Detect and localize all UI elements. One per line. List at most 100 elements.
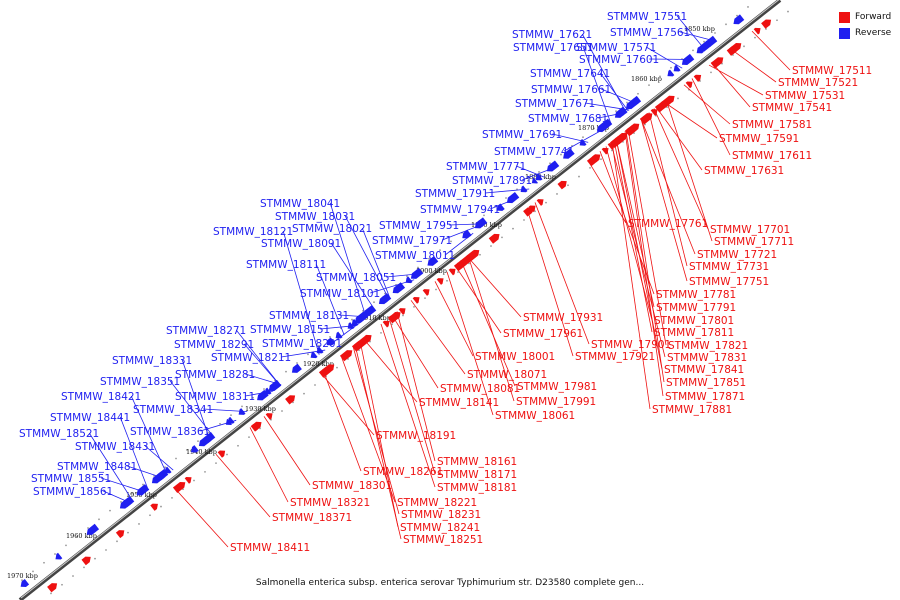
label-connector xyxy=(354,344,402,540)
tick-dot xyxy=(204,470,206,473)
forward-gene-label: STMMW_18081 xyxy=(440,383,520,395)
label-connector xyxy=(605,146,653,321)
tick-dot xyxy=(248,436,250,439)
reverse-gene-arrow xyxy=(272,381,280,389)
label-connector xyxy=(315,263,345,336)
forward-gene-label: STMMW_17631 xyxy=(704,165,784,177)
forward-gene-label: STMMW_17881 xyxy=(652,404,732,416)
forward-gene-label: STMMW_18161 xyxy=(437,456,517,468)
tick-dot xyxy=(120,501,122,503)
reverse-gene-arrow xyxy=(191,445,199,453)
tick-dot xyxy=(83,566,85,569)
reverse-gene-arrow xyxy=(597,122,608,132)
legend: Forward Reverse xyxy=(839,9,891,41)
tick-dot xyxy=(582,136,584,139)
tick-dot xyxy=(490,245,492,247)
reverse-gene-arrow xyxy=(238,408,246,415)
forward-gene-label: STMMW_17751 xyxy=(689,276,769,288)
reverse-gene-label: STMMW_17971 xyxy=(372,235,452,247)
genome-caption: Salmonella enterica subsp. enterica sero… xyxy=(255,578,645,588)
reverse-gene-label: STMMW_18421 xyxy=(61,391,141,403)
label-connector xyxy=(625,130,665,383)
scale-label: 1860 kbp xyxy=(631,75,662,83)
forward-gene-label: STMMW_17931 xyxy=(523,312,603,324)
forward-gene-label: STMMW_18321 xyxy=(290,497,370,509)
tick-dot xyxy=(127,531,129,534)
label-connector xyxy=(581,33,627,113)
reverse-gene-arrow xyxy=(673,64,681,72)
forward-gene-label: STMMW_17761 xyxy=(628,218,708,230)
reverse-gene-arrow xyxy=(579,138,587,146)
tick-dot xyxy=(307,353,309,356)
label-connector xyxy=(391,315,439,389)
tick-dot xyxy=(72,575,74,577)
label-connector xyxy=(181,359,211,441)
reverse-gene-label: STMMW_18211 xyxy=(211,352,291,364)
label-connector xyxy=(466,255,522,318)
tick-dot xyxy=(512,227,514,230)
forward-gene-arrow xyxy=(610,136,624,148)
tick-dot xyxy=(479,253,481,256)
tick-dot xyxy=(50,592,52,595)
tick-dot xyxy=(138,523,140,525)
tick-dot xyxy=(435,288,437,291)
tick-dot xyxy=(754,36,756,39)
forward-gene-label: STMMW_17781 xyxy=(656,289,736,301)
tick-dot xyxy=(501,236,503,239)
forward-gene-label: STMMW_18261 xyxy=(363,466,443,478)
forward-gene-label: STMMW_17991 xyxy=(516,396,596,408)
reverse-gene-arrow xyxy=(632,95,642,104)
reverse-gene-label: STMMW_17601 xyxy=(579,54,659,66)
tick-dot xyxy=(600,158,602,161)
label-connector xyxy=(434,281,474,357)
label-connector xyxy=(249,427,289,503)
tick-dot xyxy=(545,201,547,204)
forward-gene-arrow xyxy=(219,450,226,457)
forward-gene-arrow xyxy=(761,19,772,29)
label-connector xyxy=(691,78,731,156)
forward-gene-label: STMMW_17921 xyxy=(575,351,655,363)
tick-dot xyxy=(329,336,331,338)
tick-dot xyxy=(87,527,89,529)
label-connector xyxy=(613,139,653,333)
scale-label: 1900 kbp xyxy=(416,267,447,275)
reverse-gene-arrow xyxy=(506,192,520,204)
forward-gene-label: STMMW_17701 xyxy=(710,224,790,236)
forward-gene-arrow xyxy=(639,113,653,125)
reverse-gene-label: STMMW_17661 xyxy=(531,84,611,96)
reverse-gene-arrow xyxy=(202,432,216,444)
label-connector xyxy=(352,345,400,515)
label-connector xyxy=(169,380,215,438)
reverse-gene-label: STMMW_17671 xyxy=(515,98,595,110)
label-connector xyxy=(665,98,713,242)
forward-gene-label: STMMW_17851 xyxy=(666,377,746,389)
label-connector xyxy=(587,160,627,224)
forward-gene-label: STMMW_17811 xyxy=(654,327,734,339)
reverse-gene-label: STMMW_18011 xyxy=(375,250,455,262)
tick-dot xyxy=(219,422,221,425)
forward-gene-arrow xyxy=(436,278,444,285)
reverse-gene-label: STMMW_18091 xyxy=(261,238,341,250)
reverse-gene-arrow xyxy=(225,418,232,426)
reverse-gene-arrow xyxy=(86,523,100,535)
label-connector xyxy=(640,118,696,255)
label-connector xyxy=(624,131,664,397)
forward-gene-label: STMMW_18181 xyxy=(437,482,517,494)
tick-dot xyxy=(424,297,426,300)
forward-gene-arrow xyxy=(488,233,500,244)
forward-gene-label: STMMW_18251 xyxy=(403,534,483,546)
forward-gene-label: STMMW_17591 xyxy=(719,133,799,145)
label-connector xyxy=(215,454,271,518)
tick-dot xyxy=(703,40,705,43)
forward-gene-arrow xyxy=(710,57,724,69)
tick-dot xyxy=(241,405,243,408)
reverse-gene-label: STMMW_18151 xyxy=(250,324,330,336)
label-connector xyxy=(711,62,751,108)
tick-dot xyxy=(314,384,316,386)
tick-dot xyxy=(171,496,173,499)
tick-dot xyxy=(142,483,144,486)
gene-labels: STMMW_17551STMMW_17561STMMW_17621STMMW_1… xyxy=(19,11,872,554)
tick-dot xyxy=(538,171,540,173)
tick-dot xyxy=(65,544,67,547)
forward-gene-label: STMMW_17901 xyxy=(591,339,671,351)
